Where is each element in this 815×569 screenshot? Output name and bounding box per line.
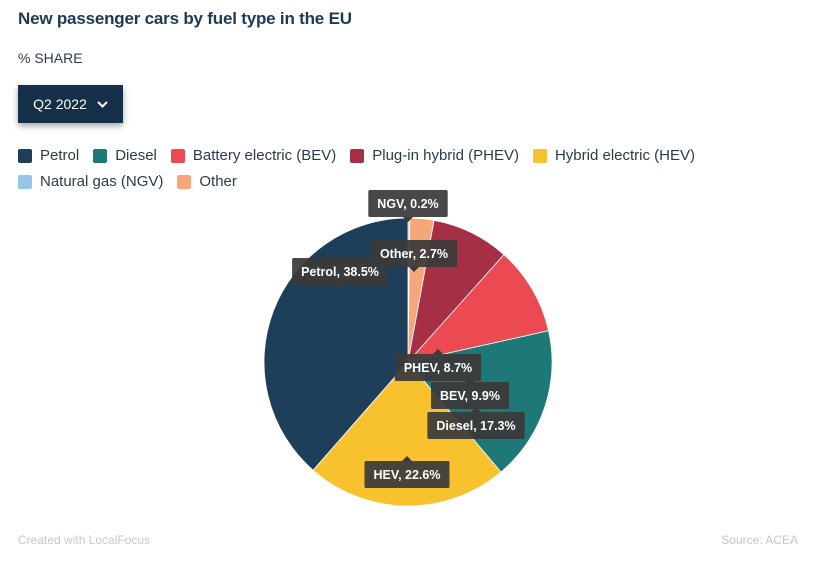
pie-label-text: HEV, 22.6% xyxy=(374,468,441,482)
pie-label-text: Other, 2.7% xyxy=(380,247,448,261)
chart-subtitle: % SHARE xyxy=(18,50,83,66)
legend-item-other[interactable]: Other xyxy=(177,172,237,191)
pie-label-pointer xyxy=(409,267,419,272)
legend-swatch xyxy=(532,148,547,163)
legend-label: Diesel xyxy=(115,147,157,164)
pie-slice-hev[interactable] xyxy=(312,361,502,507)
pie-label-text: Diesel, 17.3% xyxy=(436,419,515,433)
pie-labels: NGV, 0.2% Other, 2.7% PHEV, 8.7% BEV, 9.9% D… xyxy=(292,190,525,488)
pie-label-petrol: Petrol, 38.5% xyxy=(292,258,388,290)
pie-label-box xyxy=(364,461,450,488)
legend-label: Petrol xyxy=(40,147,80,164)
pie-label-bev: BEV, 9.9% xyxy=(431,377,509,409)
legend-swatch xyxy=(170,148,185,163)
pie-label-text: Petrol, 38.5% xyxy=(301,265,379,279)
pie-label-pointer xyxy=(471,407,481,412)
pie-label-pointer xyxy=(465,377,475,382)
legend-item-petrol[interactable]: Petrol xyxy=(18,146,79,165)
legend-item-hev[interactable]: Hybrid electric (HEV) xyxy=(532,146,695,165)
pie-label-pointer xyxy=(403,217,413,222)
legend-swatch xyxy=(350,148,365,163)
pie-label-box xyxy=(368,190,448,217)
pie-label-box xyxy=(394,354,482,381)
legend-label: Natural gas (NGV) xyxy=(40,173,164,190)
legend-swatch xyxy=(177,174,192,189)
pie-label-other: Other, 2.7% xyxy=(371,240,458,272)
pie-label-ngv: NGV, 0.2% xyxy=(368,190,448,222)
pie-label-diesel: Diesel, 17.3% xyxy=(427,407,525,439)
legend-label: Hybrid electric (HEV) xyxy=(554,147,695,164)
legend: Petrol Diesel Battery electric (BEV) Plu… xyxy=(18,146,778,191)
pie-label-box xyxy=(427,412,525,439)
chart-title: New passenger cars by fuel type in the E… xyxy=(18,9,352,28)
pie-label-pointer xyxy=(433,349,443,354)
pie-label-text: PHEV, 8.7% xyxy=(404,361,472,375)
period-dropdown-value: Q2 2022 xyxy=(33,96,87,112)
legend-label: Plug-in hybrid (PHEV) xyxy=(372,147,519,164)
pie-label-box xyxy=(292,258,388,285)
legend-item-ngv[interactable]: Natural gas (NGV) xyxy=(18,172,163,191)
pie-label-box xyxy=(431,382,509,409)
pie-label-text: BEV, 9.9% xyxy=(440,389,500,403)
legend-label: Other xyxy=(199,173,237,190)
legend-item-phev[interactable]: Plug-in hybrid (PHEV) xyxy=(350,146,519,165)
source-text: Source: ACEA xyxy=(721,533,798,547)
period-dropdown[interactable]: Q2 2022 xyxy=(18,85,123,123)
credit-text: Created with LocalFocus xyxy=(18,533,151,547)
pie-label-phev: PHEV, 8.7% xyxy=(394,349,482,381)
pie-slice-bev[interactable] xyxy=(406,254,550,363)
legend-label: Battery electric (BEV) xyxy=(192,147,337,164)
legend-swatch xyxy=(18,174,32,189)
chevron-down-icon xyxy=(97,100,108,108)
legend-item-bev[interactable]: Battery electric (BEV) xyxy=(170,146,337,165)
pie-label-pointer xyxy=(402,456,412,461)
legend-swatch xyxy=(18,148,32,163)
pie-label-text: NGV, 0.2% xyxy=(377,197,438,211)
pie-label-hev: HEV, 22.6% xyxy=(364,456,450,488)
pie-label-pointer xyxy=(335,285,345,290)
legend-item-diesel[interactable]: Diesel xyxy=(93,146,157,165)
legend-swatch xyxy=(93,148,108,163)
pie-label-box xyxy=(371,240,458,267)
